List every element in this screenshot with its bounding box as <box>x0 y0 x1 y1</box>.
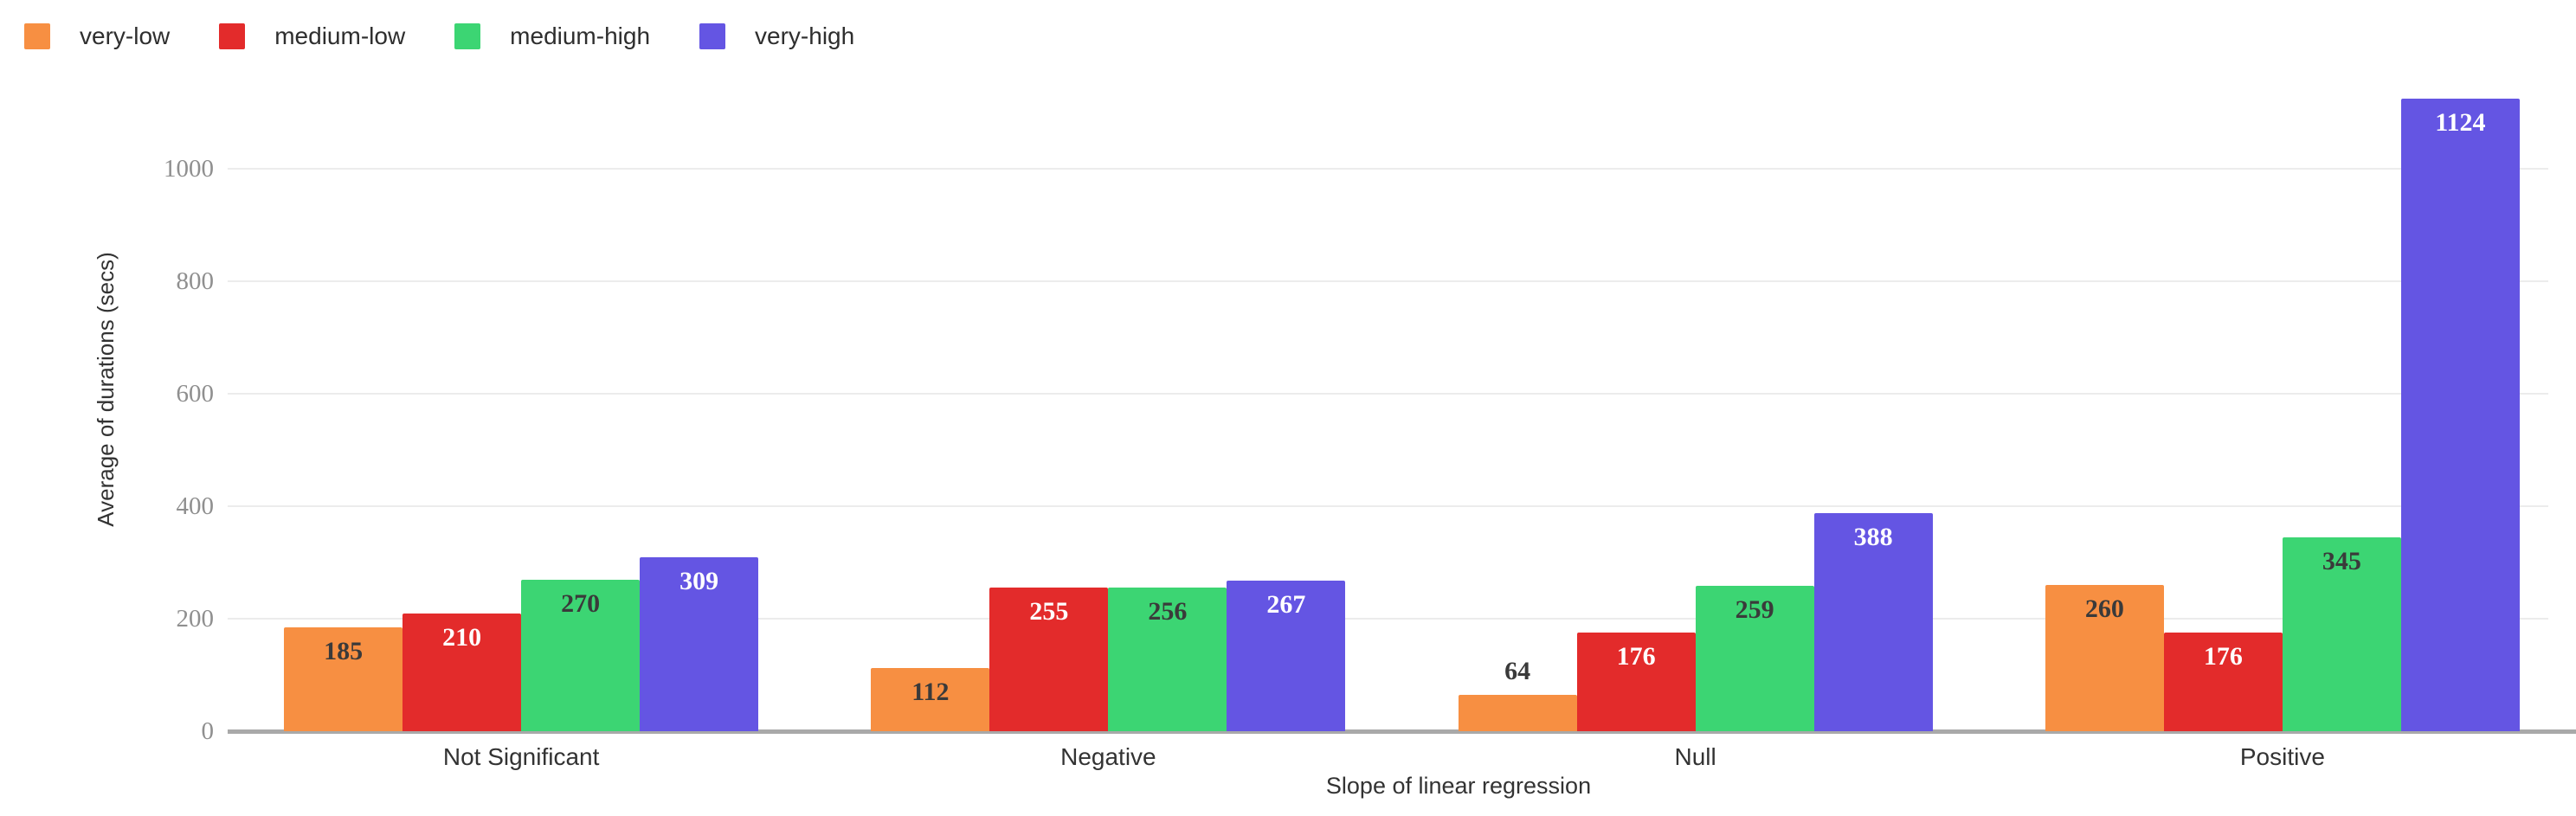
bar-medium-high-not-significant[interactable] <box>521 579 641 731</box>
legend-label-medium-low: medium-low <box>274 22 406 49</box>
bar-medium-high-negative[interactable] <box>1108 587 1227 731</box>
gridline-600 <box>228 393 2548 395</box>
gridline-1000 <box>228 168 2548 170</box>
bar-very-high-positive[interactable] <box>2400 99 2520 731</box>
bar-medium-low-not-significant[interactable] <box>402 613 522 731</box>
y-tick-label-800: 800 <box>176 267 215 295</box>
bar-medium-low-negative[interactable] <box>989 588 1109 731</box>
legend-item-very-high[interactable]: very-high <box>699 23 854 49</box>
legend-label-very-high: very-high <box>755 22 855 49</box>
y-tick-label-200: 200 <box>176 605 215 633</box>
legend-swatch-medium-low <box>219 23 246 49</box>
y-tick-label-600: 600 <box>176 380 215 408</box>
legend-swatch-very-high <box>699 23 726 49</box>
bar-value-very-low-null: 64 <box>1504 657 1531 686</box>
bar-very-low-negative[interactable] <box>871 668 990 731</box>
y-tick-label-400: 400 <box>176 492 215 520</box>
bar-medium-high-null[interactable] <box>1695 585 1814 731</box>
legend-swatch-very-low <box>24 23 50 49</box>
legend-label-medium-high: medium-high <box>510 22 651 49</box>
category-label-positive: Positive <box>2239 743 2325 770</box>
bar-very-high-null[interactable] <box>1813 512 1933 731</box>
y-tick-label-0: 0 <box>201 717 215 745</box>
x-axis-title: Slope of linear regression <box>1325 773 1592 799</box>
chart-legend: very-low medium-low medium-high very-high <box>24 23 854 49</box>
bar-very-high-not-significant[interactable] <box>640 557 759 731</box>
bar-very-low-positive[interactable] <box>2045 585 2164 731</box>
legend-label-very-low: very-low <box>80 22 171 49</box>
bar-very-low-not-significant[interactable] <box>284 626 403 731</box>
bar-medium-low-positive[interactable] <box>2163 632 2283 731</box>
legend-item-medium-low[interactable]: medium-low <box>219 23 405 49</box>
bar-medium-high-positive[interactable] <box>2282 537 2401 731</box>
y-tick-label-1000: 1000 <box>164 155 214 183</box>
gridline-400 <box>228 505 2548 507</box>
gridline-200 <box>228 618 2548 620</box>
bar-very-low-null[interactable] <box>1458 695 1577 731</box>
category-label-negative: Negative <box>1060 743 1156 770</box>
category-label-not-significant: Not Significant <box>442 743 600 770</box>
legend-item-very-low[interactable]: very-low <box>24 23 170 49</box>
bar-medium-low-null[interactable] <box>1576 632 1696 731</box>
legend-item-medium-high[interactable]: medium-high <box>454 23 650 49</box>
gridline-800 <box>228 280 2548 282</box>
bar-very-high-negative[interactable] <box>1227 581 1346 731</box>
category-label-null: Null <box>1674 743 1716 770</box>
x-axis-line <box>228 729 2576 734</box>
legend-swatch-medium-high <box>454 23 481 49</box>
